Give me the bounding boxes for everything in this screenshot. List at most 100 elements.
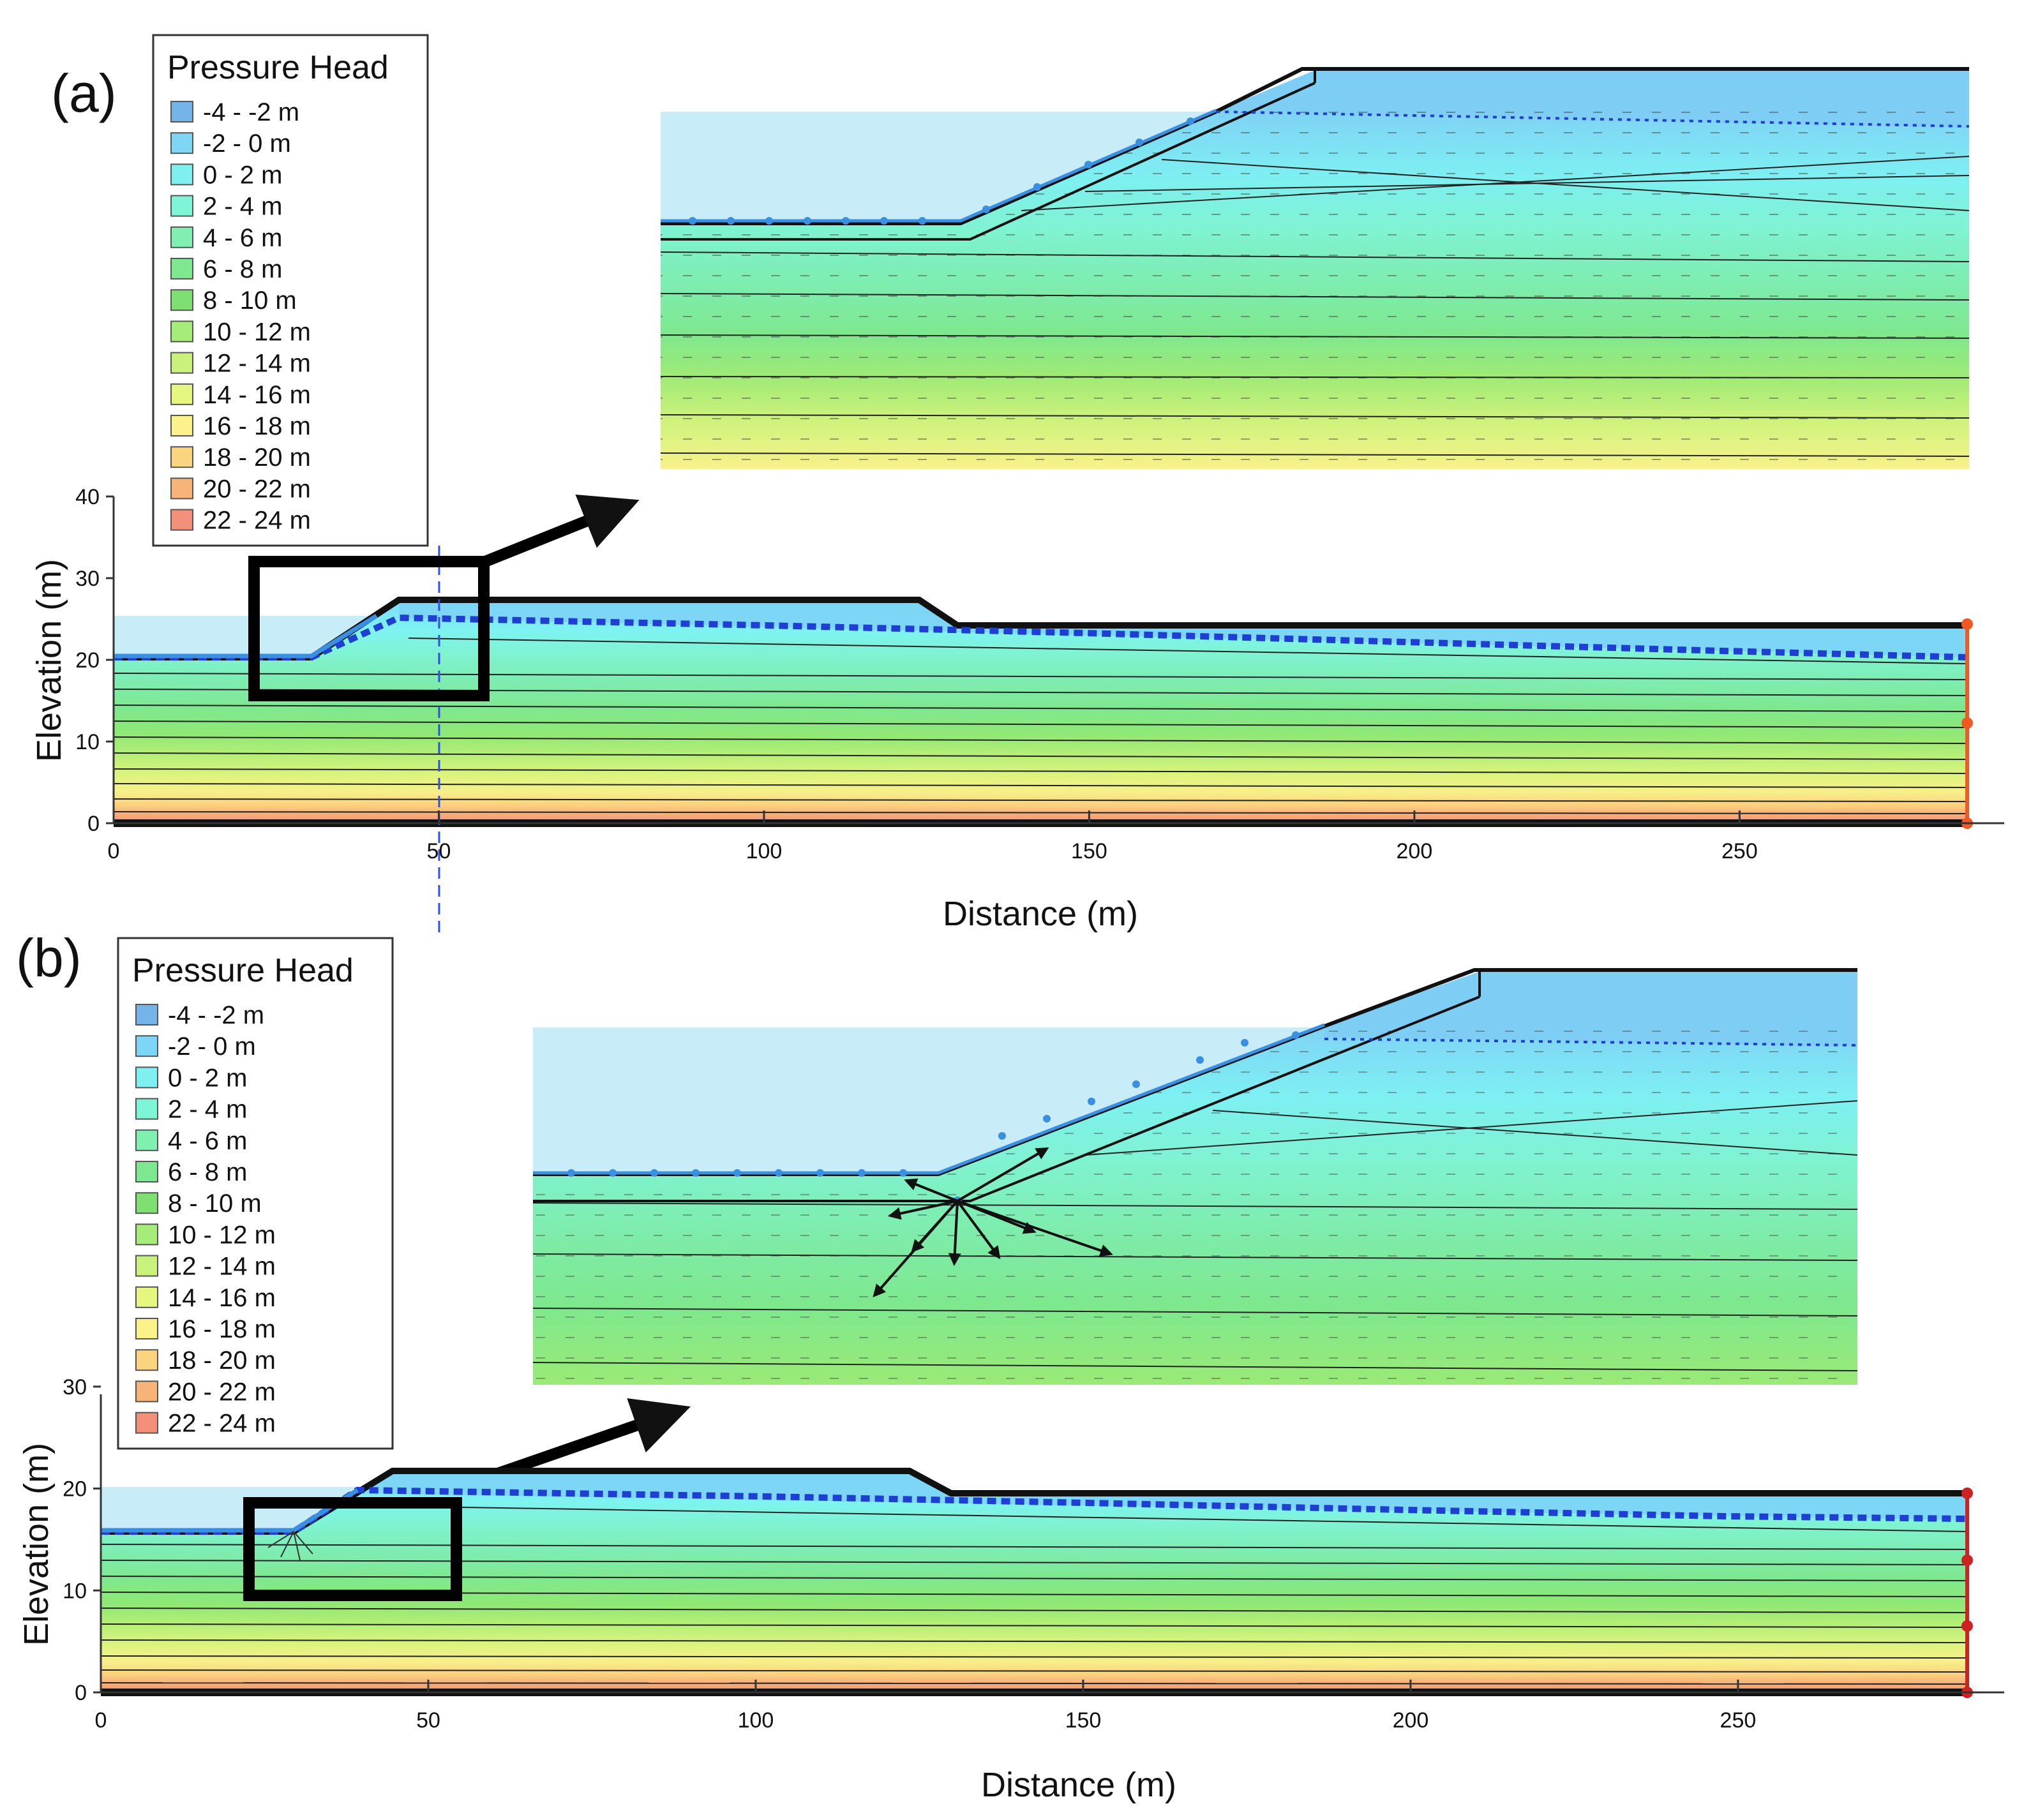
y-tick-label: 0 — [87, 812, 100, 836]
panel-a-label: (a) — [51, 63, 117, 123]
y-tick-label: 10 — [75, 730, 100, 754]
legend-swatch — [170, 415, 193, 436]
legend-entry-label: 8 - 10 m — [203, 287, 297, 315]
legend-swatch — [135, 1412, 158, 1434]
legend-swatch — [135, 1035, 158, 1057]
legend-entry-label: 10 - 12 m — [168, 1221, 276, 1249]
legend-swatch — [135, 1004, 158, 1026]
inset-a-seepage-face — [661, 108, 1217, 223]
legend-entry-label: 12 - 14 m — [203, 350, 311, 378]
x-tick-label: 150 — [1071, 839, 1107, 863]
legend-swatch — [170, 352, 193, 374]
x-tick-label: 100 — [738, 1708, 774, 1733]
legend-entry-label: 4 - 6 m — [168, 1127, 247, 1155]
legend-swatch — [135, 1129, 158, 1151]
panel-b-x-axis-title: Distance (m) — [981, 1766, 1176, 1804]
legend-entry-label: 20 - 22 m — [168, 1378, 276, 1406]
x-tick-label: 250 — [1720, 1708, 1757, 1733]
legend-entry-label: 10 - 12 m — [203, 318, 311, 346]
legend-swatch — [135, 1286, 158, 1308]
legend-entry-label: 14 - 16 m — [203, 381, 311, 409]
inset-b — [532, 968, 1858, 1385]
x-tick-label: 0 — [95, 1708, 107, 1733]
y-tick-label: 40 — [75, 485, 100, 509]
legend-swatch — [170, 132, 193, 154]
x-tick-label: 50 — [416, 1708, 440, 1733]
inset-a-water-table — [1215, 110, 1970, 128]
y-tick-label: 0 — [75, 1681, 87, 1705]
legend-entry-label: 12 - 14 m — [168, 1253, 276, 1281]
panel-b-contours — [100, 1505, 1968, 1685]
legend-entry-label: 4 - 6 m — [203, 224, 282, 252]
x-tick-label: 250 — [1721, 839, 1758, 863]
legend-entry-label: 0 - 2 m — [203, 161, 282, 189]
x-tick-label: 50 — [427, 839, 451, 863]
legend-title: Pressure Head — [132, 952, 354, 989]
inset-a-flow-vectors — [661, 112, 1969, 469]
panel-a-water-table — [114, 614, 1968, 660]
legend-swatch — [170, 509, 193, 531]
legend-entry-label: 8 - 10 m — [168, 1190, 262, 1218]
legend-swatch — [135, 1318, 158, 1339]
x-tick-label: 150 — [1065, 1708, 1102, 1733]
y-tick-label: 20 — [63, 1477, 87, 1502]
panel-a-zoom-box — [248, 556, 490, 701]
y-tick-label: 10 — [63, 1579, 87, 1603]
x-tick-label: 200 — [1393, 1708, 1429, 1733]
legend-swatch — [135, 1349, 158, 1371]
panel-b-y-ticks: 0 10 20 30 — [63, 1375, 101, 1705]
legend-swatch — [135, 1255, 158, 1277]
panel-a-seepage-face — [114, 614, 378, 659]
inset-b-seepage-face — [533, 1023, 1325, 1175]
panel-b-label: (b) — [16, 928, 82, 988]
legend-entry-label: -4 - -2 m — [168, 1001, 264, 1029]
x-tick-label: 100 — [746, 839, 783, 863]
panel-a-y-axis-title: Elevation (m) — [30, 559, 68, 762]
legend-swatch — [170, 477, 193, 500]
panel-a: (a) — [30, 34, 2004, 938]
legend-entry-label: -2 - 0 m — [203, 130, 291, 158]
panel-a-y-ticks: 0 10 20 30 40 — [75, 485, 114, 836]
inset-a-contours — [660, 156, 1970, 457]
legend-entry-label: 2 - 4 m — [203, 193, 282, 221]
legend-title: Pressure Head — [167, 49, 389, 86]
legend-box — [117, 937, 394, 1450]
legend-swatch — [170, 101, 193, 123]
legend-swatch — [135, 1098, 158, 1120]
inset-a-liner-line — [661, 82, 1316, 241]
legend-entry-label: 6 - 8 m — [168, 1158, 247, 1186]
legend-entry-label: 22 - 24 m — [203, 507, 311, 535]
legend-swatch — [170, 226, 193, 248]
y-tick-label: 30 — [75, 567, 100, 591]
panel-a-x-axis-title: Distance (m) — [943, 895, 1138, 933]
legend-entry-label: -4 - -2 m — [203, 98, 299, 126]
panel-a-x-ticks: 0 50 100 150 200 250 — [108, 810, 1758, 863]
legend-swatch — [135, 1192, 158, 1214]
panel-a-legend: Pressure Head -4 - -2 m -2 - 0 m 0 - 2 m 2 -… — [152, 34, 429, 547]
x-tick-label: 0 — [108, 839, 120, 863]
y-tick-label: 30 — [63, 1375, 87, 1399]
panel-b-local-vectors — [267, 1531, 313, 1561]
legend-swatch — [135, 1161, 158, 1182]
inset-a — [660, 67, 1970, 469]
panel-b-x-ticks: 0 50 100 150 200 250 — [95, 1680, 1757, 1733]
legend-entry-label: 20 - 22 m — [203, 475, 311, 503]
inset-b-liner-line — [533, 996, 1480, 1202]
panel-a-axes: 0 10 20 30 40 0 50 100 150 200 250 Distance (m) E… — [30, 485, 2004, 933]
legend-swatch — [170, 446, 193, 468]
legend-entry-label: 18 - 20 m — [168, 1346, 276, 1375]
x-tick-label: 200 — [1397, 839, 1433, 863]
legend-box — [152, 34, 429, 547]
legend-entry-label: 14 - 16 m — [168, 1284, 276, 1312]
panel-a-main-plot — [113, 546, 1973, 938]
y-tick-label: 20 — [75, 648, 100, 673]
panel-b-axes: 0 10 20 30 0 50 100 150 200 250 Distance (m) Ele… — [17, 1375, 2004, 1804]
legend-swatch — [135, 1066, 158, 1089]
legend-swatch — [170, 289, 193, 311]
panel-a-zoom-arrow — [483, 494, 640, 567]
legend-entry-label: 16 - 18 m — [168, 1315, 276, 1343]
panel-b-main-plot — [100, 1468, 1973, 1698]
panel-a-boundary-markers — [1961, 618, 1973, 829]
legend-swatch — [135, 1223, 158, 1246]
